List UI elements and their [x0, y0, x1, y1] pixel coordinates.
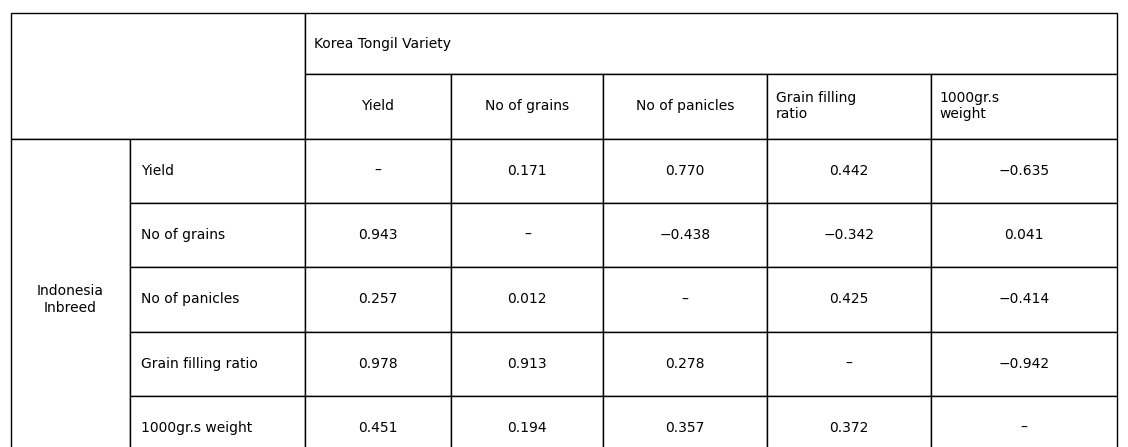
Bar [931, 139, 1117, 203]
Bar [931, 267, 1117, 332]
Bar [767, 203, 931, 267]
Bar [767, 74, 931, 139]
Text: 0.194: 0.194 [508, 421, 547, 435]
Text: 0.978: 0.978 [358, 357, 398, 371]
Bar [305, 139, 451, 203]
Text: Grain filling ratio: Grain filling ratio [141, 357, 258, 371]
Text: 0.372: 0.372 [829, 421, 869, 435]
Bar [767, 396, 931, 447]
Bar [305, 267, 451, 332]
Text: 0.442: 0.442 [829, 164, 869, 178]
Text: No of panicles: No of panicles [636, 99, 734, 113]
Text: −0.414: −0.414 [998, 292, 1049, 307]
Text: 0.012: 0.012 [508, 292, 547, 307]
Bar [451, 396, 603, 447]
Bar [130, 396, 305, 447]
Text: 0.451: 0.451 [358, 421, 398, 435]
Bar [603, 203, 767, 267]
Bar [451, 139, 603, 203]
Bar [130, 332, 305, 396]
Text: 0.943: 0.943 [358, 228, 398, 242]
Bar [305, 396, 451, 447]
Bar [11, 139, 130, 447]
Text: −0.438: −0.438 [660, 228, 711, 242]
Bar [130, 203, 305, 267]
Text: No of grains: No of grains [485, 99, 570, 113]
Bar [603, 396, 767, 447]
Bar [451, 203, 603, 267]
Bar [130, 267, 305, 332]
Bar [603, 74, 767, 139]
Text: 1000gr.s weight: 1000gr.s weight [141, 421, 253, 435]
Bar [603, 332, 767, 396]
Text: 0.913: 0.913 [508, 357, 547, 371]
Bar [931, 203, 1117, 267]
Bar [451, 74, 603, 139]
Text: Yield: Yield [141, 164, 174, 178]
Text: –: – [523, 228, 531, 242]
Bar [451, 267, 603, 332]
Bar [451, 332, 603, 396]
Text: −0.942: −0.942 [998, 357, 1049, 371]
Text: 0.171: 0.171 [508, 164, 547, 178]
Text: Korea Tongil Variety: Korea Tongil Variety [314, 37, 450, 51]
Bar [305, 74, 451, 139]
Bar [931, 396, 1117, 447]
Bar [767, 267, 931, 332]
Bar [305, 13, 1117, 74]
Bar [603, 139, 767, 203]
Text: 0.770: 0.770 [666, 164, 705, 178]
Text: –: – [845, 357, 853, 371]
Text: −0.342: −0.342 [823, 228, 874, 242]
Text: 0.257: 0.257 [359, 292, 397, 307]
Text: 0.278: 0.278 [666, 357, 705, 371]
Text: −0.635: −0.635 [998, 164, 1049, 178]
Bar [931, 74, 1117, 139]
Text: Yield: Yield [361, 99, 395, 113]
Text: –: – [374, 164, 381, 178]
Text: No of panicles: No of panicles [141, 292, 239, 307]
Bar [130, 139, 305, 203]
Text: 0.357: 0.357 [666, 421, 705, 435]
Text: Grain filling
ratio: Grain filling ratio [776, 91, 856, 121]
Text: Indonesia
Inbreed: Indonesia Inbreed [37, 284, 104, 315]
Bar [767, 332, 931, 396]
Bar [767, 139, 931, 203]
Text: –: – [681, 292, 689, 307]
Bar [11, 13, 305, 139]
Text: 0.041: 0.041 [1004, 228, 1043, 242]
Text: 1000gr.s
weight: 1000gr.s weight [940, 91, 999, 121]
Bar [305, 203, 451, 267]
Text: 0.425: 0.425 [829, 292, 869, 307]
Text: No of grains: No of grains [141, 228, 226, 242]
Bar [305, 332, 451, 396]
Bar [603, 267, 767, 332]
Bar [931, 332, 1117, 396]
Text: –: – [1020, 421, 1028, 435]
